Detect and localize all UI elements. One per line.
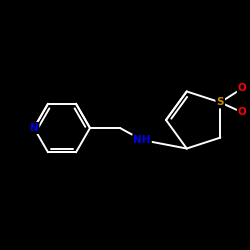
Text: N: N bbox=[30, 123, 38, 133]
Text: O: O bbox=[238, 83, 247, 93]
Text: S: S bbox=[216, 97, 224, 107]
Text: O: O bbox=[238, 107, 247, 117]
Text: NH: NH bbox=[133, 135, 151, 145]
